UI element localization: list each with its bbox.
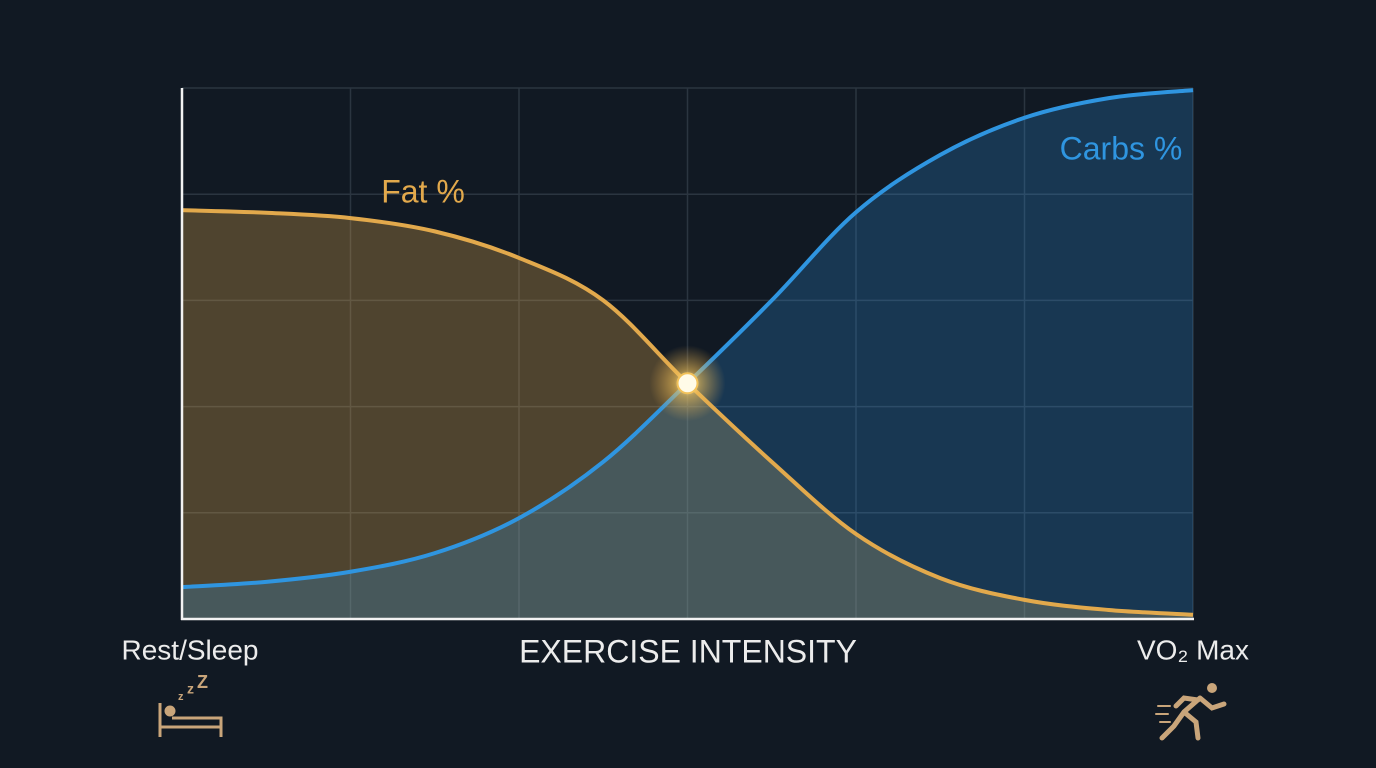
runner-icon [1155,683,1227,741]
x-start-label: Rest/Sleep [122,634,259,665]
series-label: Carbs % [1060,130,1183,166]
x-axis-title: EXERCISE INTENSITY [519,633,857,669]
crossover-point [676,372,699,395]
svg-text:Z: Z [197,672,208,692]
x-end-label: VO₂ Max [1137,634,1249,665]
svg-text:z: z [187,681,194,697]
series-area [182,90,1193,619]
sleep-icon: z z Z [158,672,223,737]
series-label: Fat % [381,173,465,209]
svg-text:z: z [178,691,184,703]
